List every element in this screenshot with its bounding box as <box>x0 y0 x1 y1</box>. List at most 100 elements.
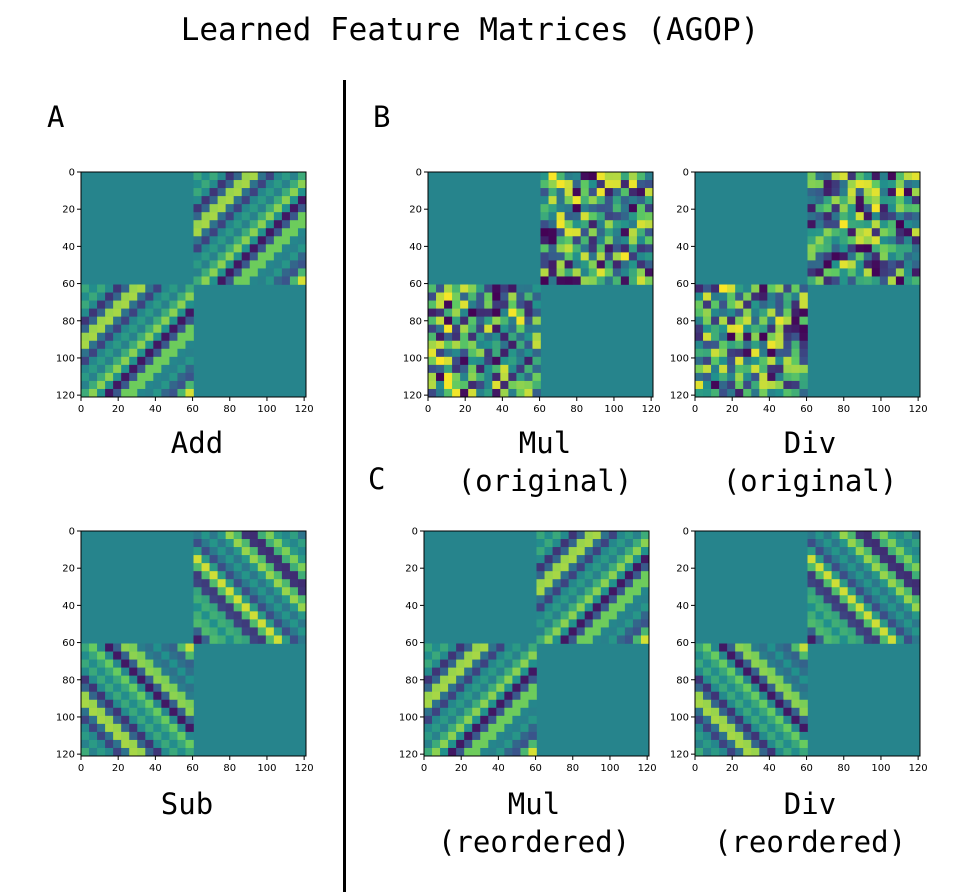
heatmap-cell <box>113 691 122 701</box>
heatmap-cell <box>249 180 259 189</box>
heatmap-cell <box>823 595 832 604</box>
heatmap-cell <box>484 340 493 350</box>
heatmap-cell <box>815 172 824 181</box>
heatmap-cell <box>719 683 728 693</box>
heatmap-cell <box>209 260 218 269</box>
heatmap-cell <box>831 563 840 572</box>
heatmap-cell <box>432 739 441 749</box>
heatmap-cell <box>193 268 202 277</box>
heatmap-cell <box>532 292 541 301</box>
heatmap-cell <box>544 587 553 596</box>
heatmap-cell <box>576 627 586 636</box>
heatmap-cell <box>257 276 267 285</box>
heatmap-cell <box>528 715 537 725</box>
heatmap-cell <box>452 380 461 390</box>
heatmap-cell <box>743 715 752 725</box>
heatmap-cell <box>472 707 481 717</box>
heatmap-cell <box>855 236 865 245</box>
heatmap-cell <box>265 571 275 580</box>
x-tick-label: 60 <box>529 763 542 774</box>
heatmap-cell <box>500 388 509 398</box>
x-tick-label: 60 <box>800 404 813 415</box>
heatmap-cell <box>735 683 744 693</box>
heatmap-cell <box>823 539 832 548</box>
heatmap-cell <box>265 611 275 620</box>
x-tick-label: 60 <box>186 763 199 774</box>
heatmap-cell <box>719 300 728 309</box>
heatmap-cell <box>783 651 792 660</box>
heatmap-cell <box>129 340 138 350</box>
heatmap-cell <box>831 587 840 596</box>
heatmap-cell <box>145 667 154 676</box>
heatmap-cell <box>584 587 594 596</box>
heatmap-cell <box>775 643 784 652</box>
heatmap-cell <box>289 268 299 277</box>
heatmap-cell <box>177 332 186 342</box>
y-tick-label: 0 <box>683 527 689 538</box>
heatmap-cell <box>169 348 178 358</box>
heatmap-cell <box>568 579 577 588</box>
heatmap-cell <box>281 587 291 596</box>
heatmap-cell <box>847 563 857 572</box>
heatmap-cell <box>600 587 610 596</box>
heatmap-cell <box>855 180 865 189</box>
heatmap-cell <box>432 747 441 757</box>
heatmap-cell <box>604 236 614 245</box>
heatmap-cell <box>823 180 832 189</box>
heatmap-cell <box>751 388 760 398</box>
heatmap-cell <box>895 547 905 556</box>
heatmap-cell <box>257 188 267 197</box>
heatmap-cell <box>448 699 457 709</box>
heatmap-cell <box>169 300 178 309</box>
heatmap-cell <box>807 252 816 261</box>
heatmap-cell <box>496 707 505 717</box>
heatmap-cell <box>129 356 138 366</box>
heatmap-cell <box>89 747 98 757</box>
heatmap-cell <box>759 372 768 382</box>
heatmap-cell <box>887 212 897 221</box>
heatmap-cell <box>297 603 307 612</box>
heatmap-cell <box>640 571 650 580</box>
heatmap-cell <box>464 739 473 749</box>
heatmap-cell <box>807 188 816 197</box>
heatmap-cell <box>711 675 720 684</box>
heatmap-cell <box>815 228 824 237</box>
heatmap-cell <box>548 252 557 261</box>
heatmap-cell <box>871 547 881 556</box>
heatmap-cell <box>81 739 90 749</box>
heatmap-cell <box>249 595 259 604</box>
heatmap-cell <box>568 595 577 604</box>
heatmap-cell <box>791 707 800 717</box>
heatmap-cell <box>568 555 577 564</box>
heatmap-cell <box>823 276 832 285</box>
heatmap-cell <box>105 308 114 317</box>
heatmap-cell <box>145 715 154 725</box>
heatmap-cell <box>588 220 598 229</box>
heatmap-cell <box>89 380 98 390</box>
heatmap-cell <box>895 204 905 213</box>
heatmap-cell <box>225 619 234 628</box>
heatmap-cell <box>887 276 897 285</box>
heatmap-cell <box>281 595 291 604</box>
heatmap-cell <box>129 348 138 358</box>
heatmap-cell <box>225 555 234 564</box>
heatmap-cell <box>265 196 275 205</box>
heatmap-cell <box>751 340 760 350</box>
heatmap-cell <box>448 707 457 717</box>
heatmap-cell <box>249 252 259 261</box>
heatmap-cell <box>89 659 98 668</box>
heatmap-cell <box>289 555 299 564</box>
heatmap-cell <box>767 300 776 309</box>
heatmap-cell <box>767 388 776 398</box>
heatmap-cell <box>799 300 808 309</box>
heatmap-cell <box>759 340 768 350</box>
heatmap-cell <box>440 739 449 749</box>
heatmap-cell <box>735 739 744 749</box>
heatmap-cell <box>97 340 106 350</box>
heatmap-cell <box>831 555 840 564</box>
heatmap-cell <box>217 196 226 205</box>
heatmap-cell <box>735 316 744 325</box>
heatmap-cell <box>759 300 768 309</box>
heatmap-cell <box>596 228 606 237</box>
heatmap-cell <box>831 547 840 556</box>
